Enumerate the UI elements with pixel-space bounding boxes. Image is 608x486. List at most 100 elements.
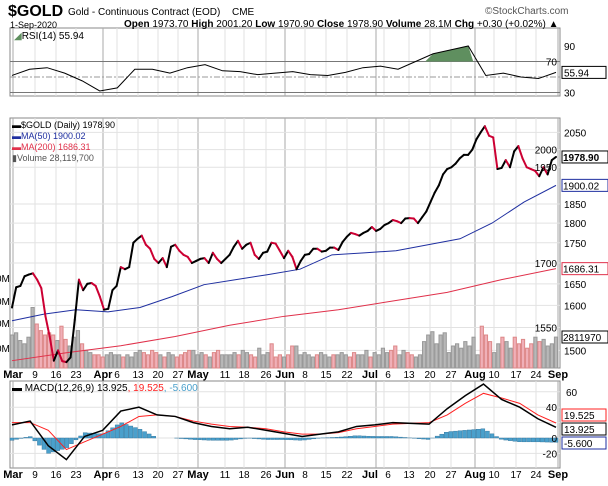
volume-bar [343,354,348,369]
macd-histogram-bar [124,424,129,439]
ma200-line [11,268,557,362]
macd-histogram-bar [252,437,257,439]
macd-histogram-bar [128,425,134,439]
x-tick-label: 6 [114,370,120,381]
volume-bar [393,345,398,369]
volume-bar [129,356,134,369]
price-segment [274,242,281,252]
volume-bar [290,345,295,369]
price-segment [48,335,55,362]
macd-histogram-bar [416,437,422,439]
price-segment [295,259,302,271]
macd-y-tick: 60 [566,388,578,399]
macd-hist-legend: , -5.600 [163,383,198,394]
price-y-tick: 1750 [564,239,587,250]
price-segment [140,234,147,246]
volume-bar [174,356,179,369]
price-segment [429,191,436,204]
line-icon: ▬ [12,120,21,130]
price-segment [550,155,557,162]
volume-bar [42,334,48,369]
rsi-overbought-fill [425,46,474,62]
price-segment [228,245,235,256]
rsi-last-label: 55.94 [564,68,589,79]
macd-histogram-bar [110,427,115,439]
x-tick-label: 15 [320,370,332,381]
macd-histogram-bar [498,437,504,440]
price-segment [416,216,424,225]
price-last-label: 1978.90 [563,153,600,164]
volume-bar [306,354,311,369]
volume-bar [294,345,299,369]
date: 1-Sep-2020 [10,20,58,30]
macd-histogram-bar [206,437,211,441]
x-tick-label: 23 [70,370,82,381]
volume-bar [79,343,85,369]
price-segment [107,289,114,310]
price-segment [11,286,18,309]
macd-histogram-bar [357,435,362,439]
macd-histogram-bar [480,428,486,439]
x-tick-label: 11 [220,370,231,381]
exchange: CME [232,7,255,18]
x-tick-label: 24 [530,370,542,381]
price-segment [538,166,545,178]
macd-histogram-bar [224,437,230,441]
macd-histogram-bar [343,436,348,439]
price-segment [52,349,60,362]
rsi-y-tick: 30 [564,89,576,100]
macd-histogram-bar [306,437,312,440]
macd-histogram-bar [462,430,467,439]
x-tick-label: 27 [172,470,184,481]
x-tick-label: 27 [172,370,184,381]
price-segment [40,287,47,318]
macd-histogram-bar [508,437,513,441]
rsi-legend-text: RSI(14) 55.94 [21,31,84,42]
price-segment [546,159,553,176]
volume-bar [84,349,89,369]
volume-bar [405,352,410,369]
macd-histogram-bar [105,430,111,439]
volume-bar [133,352,138,369]
macd-histogram-bar [535,437,540,443]
volume-bar [508,347,513,369]
x-tick-label: 18 [238,370,250,381]
price-y-tick: 1650 [564,280,587,291]
open-value: 1973.70 [152,19,189,30]
macd-histogram-bar [188,437,193,440]
volume-bar [125,354,130,369]
macd-histogram-bar [229,437,234,441]
volume-bar [434,343,439,369]
volume-bar [376,354,381,369]
chg-value: +0.30 (+0.02%) [476,19,546,30]
macd-histogram-bar [146,433,152,439]
price-segment [291,255,298,271]
macd-histogram-bar [370,436,376,439]
volume-y-tick: 0M [0,344,10,355]
price-segment [94,284,101,298]
brand-logo: ©StockCharts.com [485,6,569,17]
price-segment [341,235,348,243]
macd-histogram-bar [28,436,33,439]
volume-bar [220,354,225,369]
volume-bar [360,354,365,369]
hist-last-label: -5.600 [564,439,593,450]
price-segment [44,315,51,338]
volume-bar [14,332,19,369]
macd-histogram-bar [384,436,390,439]
price-segment [19,275,26,287]
macd-signal-legend: , 19.525 [127,383,164,394]
x-tick-label: 22 [341,370,353,381]
x-tick-label: 10 [488,470,500,481]
volume-bar [479,325,484,369]
x-tick-label: 17 [510,370,522,381]
price-segment [36,278,43,290]
volume-bar [471,336,476,369]
volume-bar [525,347,530,369]
volume-bar [512,336,517,369]
macd-histogram-bar [434,435,440,439]
macd-histogram-bar [133,427,138,439]
x-tick-label: 9 [32,370,38,381]
x-tick-label: 23 [70,470,82,481]
